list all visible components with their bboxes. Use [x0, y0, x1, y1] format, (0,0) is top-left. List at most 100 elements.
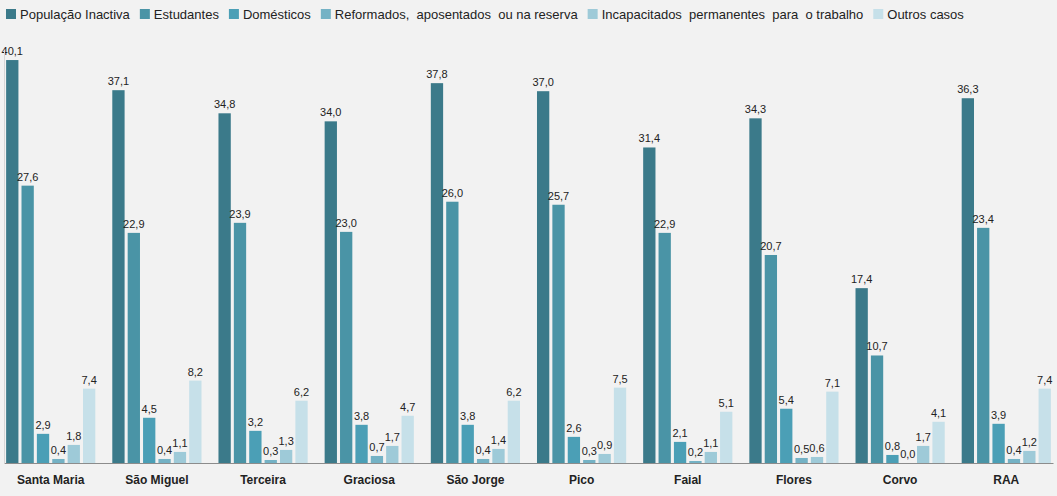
y-axis: [4, 52, 5, 464]
data-label: 2,6: [566, 422, 581, 434]
x-tick: São Miguel: [125, 463, 188, 487]
x-tick: Graciosa: [344, 463, 396, 487]
bar: [962, 98, 974, 463]
data-label: 37,8: [426, 68, 447, 80]
data-label: 3,9: [991, 409, 1006, 421]
bar: [643, 147, 655, 463]
bar: [431, 83, 443, 463]
bar: [112, 90, 124, 463]
bar: [917, 446, 929, 463]
bar: [992, 424, 1004, 463]
data-label: 0,7: [369, 441, 384, 453]
x-axis-line: [5, 463, 1054, 464]
x-tick: São Jorge: [446, 463, 504, 487]
data-label: 4,5: [142, 403, 157, 415]
data-label: 1,1: [703, 437, 718, 449]
data-label: 1,7: [916, 431, 931, 443]
bar: [871, 355, 883, 463]
bar: [1039, 389, 1051, 463]
bar: [340, 232, 352, 463]
bar: [599, 454, 611, 463]
data-label: 0,3: [582, 445, 597, 457]
data-label: 0,5: [794, 443, 809, 455]
data-label: 4,7: [400, 401, 415, 413]
data-label: 2,9: [35, 419, 50, 431]
data-label: 22,9: [123, 218, 144, 230]
legend-swatch: [229, 9, 239, 19]
data-label: 10,7: [866, 340, 887, 352]
data-label: 7,4: [1037, 374, 1052, 386]
bar: [189, 381, 201, 463]
x-axis: Santa Maria São Miguel Terceira Graciosa São…: [5, 463, 1054, 487]
bar: [83, 389, 95, 463]
x-tick-label: Santa Maria: [17, 473, 85, 487]
data-label: 23,9: [229, 208, 250, 220]
y-axis-line: [4, 52, 5, 464]
bar: [780, 409, 792, 463]
x-tick: RAA: [993, 463, 1019, 487]
x-tick-label: RAA: [993, 473, 1019, 487]
data-label: 0,3: [263, 445, 278, 457]
bar: [508, 401, 520, 463]
data-label: 0,4: [1006, 444, 1021, 456]
legend-swatch: [873, 9, 883, 19]
data-label: 7,5: [612, 373, 627, 385]
data-label: 8,2: [188, 366, 203, 378]
data-label: 4,1: [931, 407, 946, 419]
data-label: 34,3: [745, 103, 766, 115]
bar: [52, 459, 64, 463]
bar: [492, 449, 504, 463]
bar: [462, 425, 474, 463]
legend-swatch: [588, 9, 598, 19]
data-labels: 40,137,134,834,037,837,031,434,317,436,3…: [2, 45, 1053, 460]
data-label: 6,2: [506, 386, 521, 398]
bar: [811, 457, 823, 463]
x-tick: Santa Maria: [17, 463, 85, 487]
bar: [234, 223, 246, 463]
bar: [902, 463, 914, 464]
bar: [705, 452, 717, 463]
bar: [128, 233, 140, 463]
data-label: 17,4: [851, 273, 872, 285]
legend-label: População Inactiva: [20, 7, 131, 22]
data-label: 20,7: [760, 240, 781, 252]
legend-swatch: [321, 9, 331, 19]
bar: [1023, 451, 1035, 463]
data-label: 0,9: [597, 439, 612, 451]
data-label: 6,2: [294, 386, 309, 398]
bar: [37, 434, 49, 463]
x-tick-label: Terceira: [240, 473, 286, 487]
x-tick-label: Faial: [674, 473, 701, 487]
bar: [371, 456, 383, 463]
legend-label: Domésticos: [243, 7, 311, 22]
data-label: 26,0: [442, 187, 463, 199]
bar: [537, 91, 549, 463]
bar: [1008, 459, 1020, 463]
data-label: 1,3: [278, 435, 293, 447]
x-tick-label: São Miguel: [125, 473, 188, 487]
bar: [249, 431, 261, 463]
data-label: 1,4: [491, 434, 506, 446]
bar: [977, 228, 989, 463]
bar: [355, 425, 367, 463]
bar: [218, 113, 230, 463]
bar: [689, 461, 701, 463]
data-label: 0,8: [885, 440, 900, 452]
bar: [477, 459, 489, 463]
legend-swatch: [140, 9, 150, 19]
legend-item: Estudantes: [140, 7, 220, 22]
legend-item: Domésticos: [229, 7, 311, 22]
bar: [659, 233, 671, 463]
bar: [158, 459, 170, 463]
x-tick-label: São Jorge: [446, 473, 504, 487]
x-tick: Corvo: [883, 463, 918, 487]
bar: [568, 437, 580, 463]
bar: [386, 446, 398, 463]
data-label: 1,2: [1022, 436, 1037, 448]
x-tick: Terceira: [240, 463, 286, 487]
data-label: 5,1: [719, 397, 734, 409]
bar: [6, 60, 18, 463]
bar: [143, 418, 155, 463]
x-tick-label: Pico: [569, 473, 594, 487]
bar: [720, 412, 732, 463]
